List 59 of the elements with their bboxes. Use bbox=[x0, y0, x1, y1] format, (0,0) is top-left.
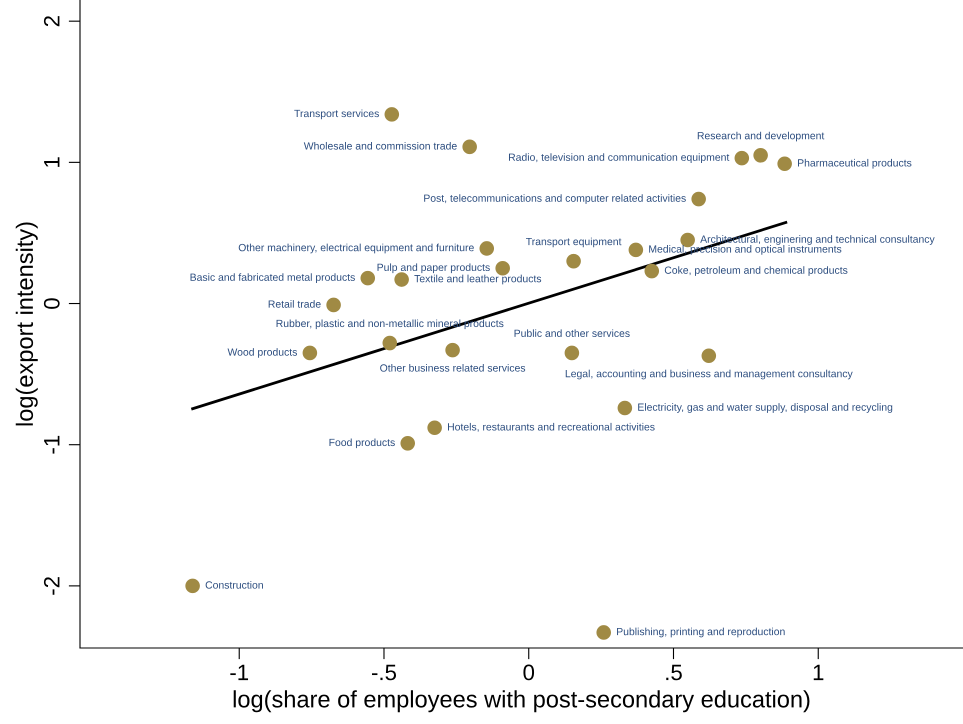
data-label: Publishing, printing and reproduction bbox=[617, 628, 785, 638]
point bbox=[596, 625, 612, 640]
x-tick-label: 1 bbox=[814, 664, 824, 680]
point bbox=[479, 241, 494, 256]
x-tick-label: .5 bbox=[666, 664, 682, 680]
data-label: Pulp and paper products bbox=[378, 263, 490, 274]
data-label: Transport services bbox=[294, 110, 379, 120]
data-label: Construction bbox=[206, 581, 263, 589]
point bbox=[185, 578, 200, 594]
point bbox=[702, 348, 716, 364]
data-label: Textile and leather products bbox=[414, 274, 542, 284]
y-tick-label: 2 bbox=[44, 16, 60, 26]
point bbox=[427, 420, 442, 436]
point bbox=[566, 254, 581, 268]
data-label: Public and other services bbox=[514, 329, 630, 337]
point bbox=[628, 242, 644, 258]
data-label: Wood products bbox=[228, 348, 297, 358]
data-label: Retail trade bbox=[268, 300, 321, 308]
data-label: Rubber, plastic and non-metallic mineral products bbox=[276, 319, 504, 330]
point bbox=[753, 148, 768, 163]
point bbox=[384, 107, 400, 122]
data-label: Research and development bbox=[698, 132, 824, 142]
point bbox=[360, 270, 376, 286]
point bbox=[400, 436, 416, 451]
data-label: Post, telecommunications and computer related activities bbox=[424, 194, 686, 204]
y-tick-label: -1 bbox=[44, 436, 60, 454]
x-tick-label: -1 bbox=[230, 664, 248, 680]
data-label: Other business related services bbox=[380, 364, 526, 372]
data-label: Other machinery, electrical equipment and furniture bbox=[238, 244, 474, 254]
data-label: Radio, television and communication equipment bbox=[508, 153, 730, 163]
y-tick-label: 0 bbox=[44, 298, 60, 309]
data-label: Food products bbox=[329, 438, 395, 448]
y-tick-label: -2 bbox=[44, 577, 60, 595]
data-label: Transport equipment bbox=[526, 238, 622, 248]
data-label: Hotels, restaurants and recreational activities bbox=[448, 422, 655, 432]
point bbox=[495, 260, 510, 276]
point bbox=[382, 336, 398, 350]
point bbox=[462, 140, 477, 154]
point bbox=[734, 150, 750, 166]
data-label: Wholesale and commission trade bbox=[304, 142, 457, 150]
y-axis-title: log(export intensity) bbox=[16, 222, 38, 426]
x-tick-label: 0 bbox=[523, 664, 534, 680]
data-label: Pharmaceutical products bbox=[798, 158, 912, 169]
point bbox=[644, 264, 660, 278]
x-tick-label: -.5 bbox=[372, 664, 396, 680]
point bbox=[302, 346, 318, 360]
y-tick-label: 1 bbox=[44, 157, 60, 167]
point bbox=[445, 342, 460, 358]
point bbox=[326, 298, 341, 312]
x-axis-title: log(share of employees with post-secondary education) bbox=[234, 690, 810, 712]
data-label: Coke, petroleum and chemical products bbox=[664, 266, 848, 276]
point bbox=[691, 192, 706, 206]
point bbox=[618, 400, 632, 416]
point bbox=[777, 156, 792, 172]
data-label: Electricity, gas and water supply, disposal and recycling bbox=[638, 403, 892, 413]
data-label: Basic and fabricated metal products bbox=[190, 273, 355, 283]
point bbox=[564, 346, 580, 360]
data-label: Legal, accounting and business and management consultancy bbox=[566, 370, 853, 380]
point bbox=[394, 272, 409, 287]
